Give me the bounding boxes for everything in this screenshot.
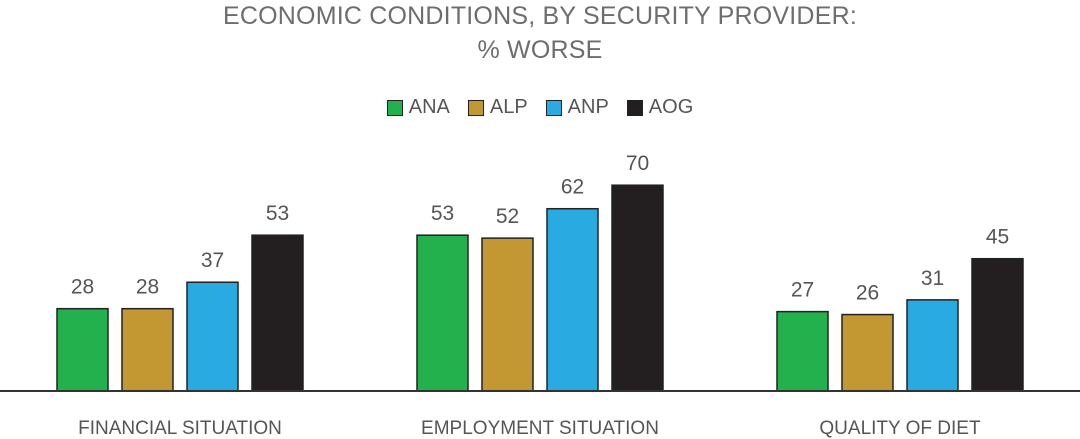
data-label-aog-1: 70 xyxy=(626,152,649,175)
bar-anp-0 xyxy=(186,281,239,392)
legend-swatch-aog xyxy=(626,99,643,116)
legend-label-aog: AOG xyxy=(648,96,694,118)
bar-ana-2 xyxy=(776,310,829,392)
bar-aog-2 xyxy=(971,257,1024,392)
data-label-anp-2: 31 xyxy=(921,267,944,290)
bar-ana-1 xyxy=(416,234,469,392)
bar-aog-1 xyxy=(611,184,664,392)
bar-ana-0 xyxy=(56,307,109,392)
legend-item-ana: ANA xyxy=(386,96,450,119)
category-label-0: FINANCIAL SITUATION xyxy=(78,418,282,439)
data-label-anp-1: 62 xyxy=(561,176,584,199)
legend-swatch-ana xyxy=(386,99,403,116)
data-label-ana-0: 28 xyxy=(71,276,94,299)
data-label-ana-2: 27 xyxy=(791,279,814,302)
legend-item-aog: AOG xyxy=(626,96,694,119)
data-label-alp-1: 52 xyxy=(496,205,519,228)
data-label-aog-0: 53 xyxy=(266,202,289,225)
legend: ANA ALP ANP AOG xyxy=(0,96,1080,119)
legend-label-ana: ANA xyxy=(408,96,450,118)
bar-anp-2 xyxy=(906,299,959,392)
legend-swatch-anp xyxy=(545,99,562,116)
legend-item-alp: ALP xyxy=(467,96,528,119)
chart-title: ECONOMIC CONDITIONS, BY SECURITY PROVIDE… xyxy=(223,2,857,30)
data-label-ana-1: 53 xyxy=(431,202,454,225)
category-label-2: QUALITY OF DIET xyxy=(819,418,981,439)
category-label-1: EMPLOYMENT SITUATION xyxy=(421,418,659,439)
legend-swatch-alp xyxy=(467,99,484,116)
data-label-anp-0: 37 xyxy=(201,249,224,272)
bar-alp-0 xyxy=(121,307,174,392)
legend-label-alp: ALP xyxy=(489,96,528,118)
bar-anp-1 xyxy=(546,207,599,392)
data-label-alp-2: 26 xyxy=(856,282,879,305)
chart-subtitle: % WORSE xyxy=(477,36,603,64)
bar-alp-1 xyxy=(481,237,534,392)
data-label-aog-2: 45 xyxy=(986,226,1009,249)
legend-label-anp: ANP xyxy=(567,96,609,118)
bar-aog-0 xyxy=(251,234,304,392)
data-label-alp-0: 28 xyxy=(136,276,159,299)
bar-alp-2 xyxy=(841,313,894,392)
legend-item-anp: ANP xyxy=(545,96,609,119)
